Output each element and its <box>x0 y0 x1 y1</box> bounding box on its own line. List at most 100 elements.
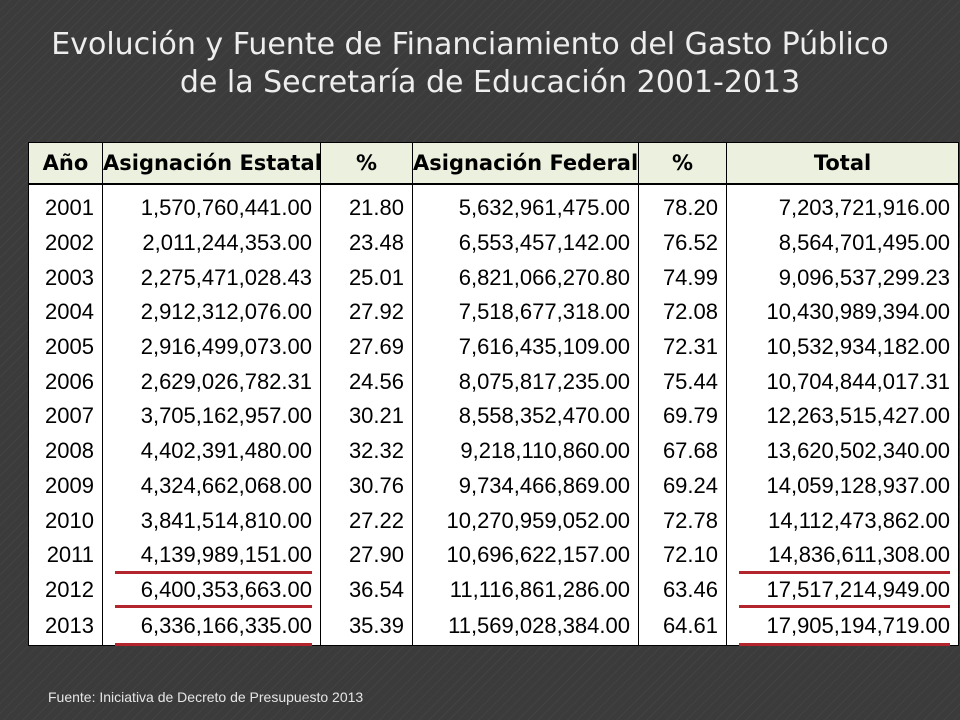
cell-federal-allocation: 9,734,466,869.00 <box>412 468 639 504</box>
cell-state-allocation: 4,402,391,480.00 <box>102 433 321 469</box>
table-row: 2010 3,841,514,810.00 27.22 10,270,959,052.… <box>28 503 959 538</box>
header-federal-allocation: Asignación Federal <box>412 142 639 185</box>
header-year: Año <box>28 142 103 185</box>
cell-total: 7,203,721,916.00 <box>726 184 959 226</box>
cell-federal-allocation: 11,116,861,286.00 <box>412 572 639 608</box>
cell-year: 2003 <box>28 260 103 296</box>
cell-state-allocation: 2,916,499,073.00 <box>102 329 321 365</box>
cell-federal-allocation: 7,518,677,318.00 <box>412 295 639 330</box>
cell-year: 2008 <box>28 433 103 469</box>
cell-state-percent: 24.56 <box>320 364 413 400</box>
cell-federal-percent: 67.68 <box>638 433 727 469</box>
cell-state-percent: 30.76 <box>320 468 413 504</box>
table-row: 2001 1,570,760,441.00 21.80 5,632,961,475.0… <box>28 184 959 226</box>
cell-federal-percent: 69.79 <box>638 399 727 434</box>
cell-federal-percent: 72.78 <box>638 503 727 538</box>
cell-federal-percent: 76.52 <box>638 225 727 261</box>
cell-federal-percent: 72.08 <box>638 295 727 330</box>
cell-state-allocation: 4,139,989,151.00 <box>102 537 321 574</box>
cell-federal-allocation: 8,558,352,470.00 <box>412 399 639 434</box>
cell-state-percent: 27.90 <box>320 537 413 573</box>
cell-total: 10,704,844,017.31 <box>726 364 959 400</box>
cell-year: 2005 <box>28 329 103 365</box>
cell-state-percent: 23.48 <box>320 225 413 261</box>
cell-state-percent: 36.54 <box>320 572 413 608</box>
cell-state-percent: 25.01 <box>320 260 413 296</box>
cell-federal-allocation: 9,218,110,860.00 <box>412 433 639 469</box>
cell-state-percent: 32.32 <box>320 433 413 469</box>
cell-federal-allocation: 10,270,959,052.00 <box>412 503 639 538</box>
cell-year: 2010 <box>28 503 103 538</box>
cell-state-percent: 30.21 <box>320 399 413 434</box>
cell-federal-allocation: 7,616,435,109.00 <box>412 329 639 365</box>
cell-state-percent: 35.39 <box>320 607 413 646</box>
cell-total: 10,430,989,394.00 <box>726 295 959 330</box>
cell-state-allocation: 3,705,162,957.00 <box>102 399 321 434</box>
cell-total: 9,096,537,299.23 <box>726 260 959 296</box>
slide-title: Evolución y Fuente de Financiamiento del… <box>0 26 960 102</box>
cell-total: 12,263,515,427.00 <box>726 399 959 434</box>
cell-total: 14,059,128,937.00 <box>726 468 959 504</box>
cell-federal-percent: 64.61 <box>638 607 727 646</box>
cell-federal-allocation: 6,553,457,142.00 <box>412 225 639 261</box>
title-line-1: Evolución y Fuente de Financiamiento del… <box>51 27 889 62</box>
table-row: 2007 3,705,162,957.00 30.21 8,558,352,470.0… <box>28 399 959 434</box>
cell-state-percent: 27.92 <box>320 295 413 330</box>
cell-year: 2001 <box>28 184 103 226</box>
header-state-percent: % <box>320 142 413 185</box>
cell-federal-allocation: 10,696,622,157.00 <box>412 537 639 573</box>
cell-year: 2007 <box>28 399 103 434</box>
table-row: 2003 2,275,471,028.43 25.01 6,821,066,270.8… <box>28 260 959 296</box>
cell-year: 2013 <box>28 607 103 646</box>
header-total: Total <box>726 142 959 185</box>
cell-year: 2009 <box>28 468 103 504</box>
table-row: 2008 4,402,391,480.00 32.32 9,218,110,860.0… <box>28 433 959 469</box>
cell-state-percent: 27.69 <box>320 329 413 365</box>
cell-total: 8,564,701,495.00 <box>726 225 959 261</box>
cell-state-allocation: 2,629,026,782.31 <box>102 364 321 400</box>
cell-state-allocation: 6,336,166,335.00 <box>102 607 321 646</box>
cell-federal-percent: 78.20 <box>638 184 727 226</box>
cell-federal-percent: 72.10 <box>638 537 727 573</box>
cell-year: 2006 <box>28 364 103 400</box>
cell-total: 14,112,473,862.00 <box>726 503 959 538</box>
title-line-2: de la Secretaría de Educación 2001-2013 <box>179 65 801 100</box>
cell-total: 17,905,194,719.00 <box>726 607 959 646</box>
cell-federal-allocation: 5,632,961,475.00 <box>412 184 639 226</box>
cell-year: 2004 <box>28 295 103 330</box>
cell-federal-percent: 75.44 <box>638 364 727 400</box>
cell-state-allocation: 2,275,471,028.43 <box>102 260 321 296</box>
cell-state-allocation: 2,912,312,076.00 <box>102 295 321 330</box>
cell-federal-percent: 69.24 <box>638 468 727 504</box>
header-federal-percent: % <box>638 142 727 185</box>
source-note: Fuente: Iniciativa de Decreto de Presupu… <box>48 689 364 705</box>
cell-federal-allocation: 8,075,817,235.00 <box>412 364 639 400</box>
table-row: 2012 6,400,353,663.00 36.54 11,116,861,286.… <box>28 572 959 608</box>
cell-state-allocation: 2,011,244,353.00 <box>102 225 321 261</box>
cell-state-percent: 27.22 <box>320 503 413 538</box>
cell-total: 10,532,934,182.00 <box>726 329 959 365</box>
table-row: 2006 2,629,026,782.31 24.56 8,075,817,235.0… <box>28 364 959 400</box>
cell-total: 17,517,214,949.00 <box>726 572 959 608</box>
cell-state-allocation: 6,400,353,663.00 <box>102 572 321 608</box>
cell-year: 2012 <box>28 572 103 608</box>
cell-state-allocation: 3,841,514,810.00 <box>102 503 321 538</box>
budget-table: Año Asignación Estatal % Asignación Fede… <box>28 142 959 647</box>
table-row: 2011 4,139,989,151.00 27.90 10,696,622,157.… <box>28 537 959 574</box>
cell-year: 2002 <box>28 225 103 261</box>
cell-state-percent: 21.80 <box>320 184 413 226</box>
cell-federal-percent: 72.31 <box>638 329 727 365</box>
table-row: 2013 6,336,166,335.00 35.39 11,569,028,384.… <box>28 607 959 646</box>
cell-federal-allocation: 6,821,066,270.80 <box>412 260 639 296</box>
cell-federal-percent: 74.99 <box>638 260 727 296</box>
table-header-row: Año Asignación Estatal % Asignación Fede… <box>28 142 959 185</box>
cell-federal-percent: 63.46 <box>638 572 727 608</box>
cell-state-allocation: 4,324,662,068.00 <box>102 468 321 504</box>
table-row: 2005 2,916,499,073.00 27.69 7,616,435,109.0… <box>28 329 959 365</box>
table-row: 2002 2,011,244,353.00 23.48 6,553,457,142.0… <box>28 225 959 261</box>
cell-total: 13,620,502,340.00 <box>726 433 959 469</box>
cell-state-allocation: 1,570,760,441.00 <box>102 184 321 226</box>
table-row: 2009 4,324,662,068.00 30.76 9,734,466,869.0… <box>28 468 959 504</box>
cell-year: 2011 <box>28 537 103 573</box>
table-row: 2004 2,912,312,076.00 27.92 7,518,677,318.0… <box>28 295 959 330</box>
